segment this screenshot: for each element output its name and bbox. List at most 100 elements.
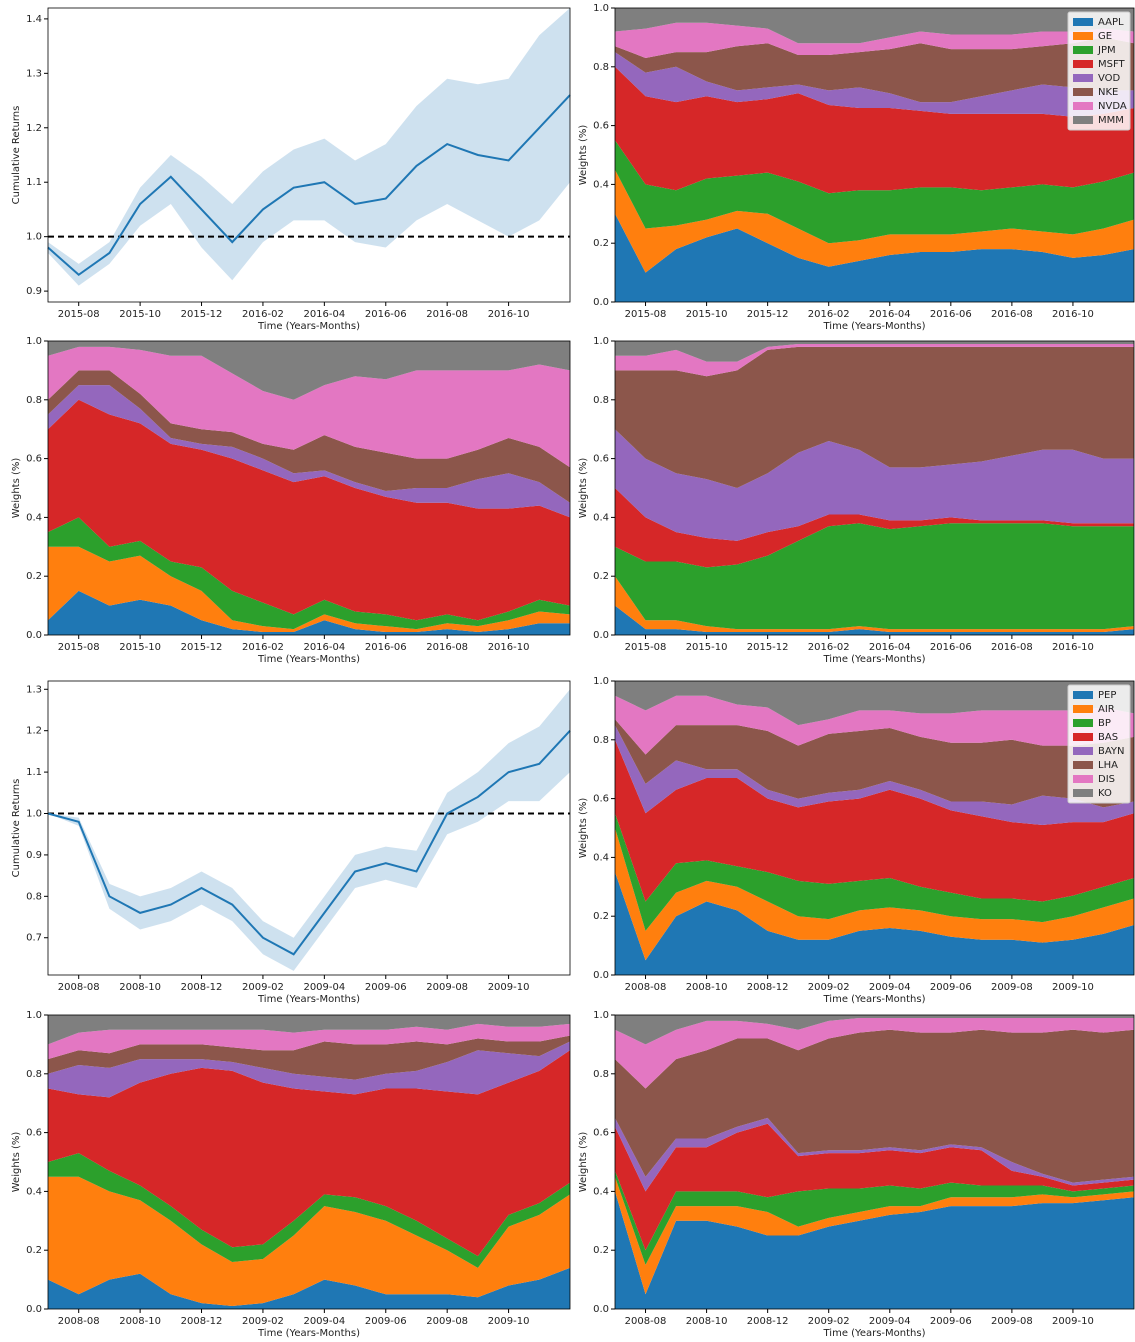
- area: [615, 8, 1134, 44]
- area: [48, 1023, 570, 1060]
- area: [615, 828, 1134, 961]
- area: [615, 1117, 1134, 1192]
- legend-swatch: [1073, 691, 1093, 699]
- x-tick-label: 2016-08: [426, 642, 468, 653]
- x-tick-label: 2016-08: [991, 642, 1033, 653]
- legend-label: AIR: [1098, 704, 1115, 715]
- x-tick-label: 2016-02: [808, 309, 850, 320]
- y-tick-label: 0.2: [593, 238, 609, 249]
- x-tick-label: 2008-10: [686, 1316, 728, 1327]
- y-tick-label: 1.0: [593, 676, 609, 687]
- legend-label: PEP: [1098, 690, 1116, 701]
- area: [48, 1015, 570, 1045]
- area: [48, 1050, 570, 1257]
- y-tick-label: 1.0: [26, 1010, 42, 1021]
- legend-label: MSFT: [1098, 59, 1126, 70]
- legend-label: VOD: [1098, 73, 1121, 84]
- confidence-band: [48, 8, 570, 286]
- y-tick-label: 0.4: [593, 512, 609, 523]
- y-axis-label: Cumulative Returns: [11, 779, 22, 878]
- x-axis-label: Time (Years-Months): [257, 1328, 360, 1339]
- x-tick-label: 2008-12: [747, 982, 789, 993]
- area: [48, 341, 570, 400]
- x-tick-label: 2008-12: [747, 1316, 789, 1327]
- x-tick-label: 2015-12: [181, 642, 223, 653]
- x-tick-label: 2016-04: [303, 309, 345, 320]
- legend-label: BP: [1098, 718, 1111, 729]
- x-tick-label: 2008-12: [181, 982, 223, 993]
- y-axis-label: Weights (%): [11, 458, 22, 519]
- x-tick-label: 2008-10: [686, 982, 728, 993]
- panel: 0.0 0.2 0.4 0.6 0.8 1.0 2015-08 2015-10 2015-12 2…: [11, 336, 571, 665]
- area: [615, 1123, 1134, 1251]
- y-tick-label: 1.0: [26, 232, 42, 243]
- x-tick-label: 2009-02: [242, 982, 284, 993]
- x-tick-label: 2009-10: [488, 1316, 530, 1327]
- x-tick-label: 2008-10: [119, 982, 161, 993]
- legend-box: [1067, 11, 1131, 131]
- area: [615, 213, 1134, 302]
- legend: AAPL GE JPM MSFT VOD NKE NVDA MMM: [1067, 11, 1131, 131]
- y-tick-label: 0.2: [593, 911, 609, 922]
- area: [615, 739, 1134, 902]
- area: [48, 385, 570, 518]
- line: [47, 94, 571, 277]
- y-tick-label: 0.9: [26, 286, 42, 297]
- area: [615, 52, 1134, 117]
- y-tick-label: 0.4: [26, 1186, 42, 1197]
- x-tick-label: 2008-12: [181, 1316, 223, 1327]
- x-tick-label: 2016-02: [808, 642, 850, 653]
- y-tick-label: 0.6: [593, 794, 609, 805]
- x-tick-label: 2009-06: [365, 982, 407, 993]
- area: [615, 872, 1134, 975]
- y-tick-label: 0.6: [26, 454, 42, 465]
- legend-label: JPM: [1097, 45, 1116, 56]
- y-tick-label: 1.4: [26, 14, 42, 25]
- confidence-band: [48, 689, 570, 971]
- panel: 0.0 0.2 0.4 0.6 0.8 1.0 2008-08 2008-10 2008-12 2…: [578, 1010, 1135, 1339]
- x-tick-label: 2009-08: [426, 1316, 468, 1327]
- x-tick-label: 2008-08: [625, 1316, 667, 1327]
- plot-frame: [47, 1014, 571, 1310]
- area: [615, 1029, 1134, 1183]
- area: [615, 725, 1134, 826]
- y-tick-label: 1.2: [26, 123, 42, 134]
- x-tick-label: 2009-04: [303, 982, 345, 993]
- y-tick-label: 1.0: [593, 336, 609, 347]
- x-tick-label: 2009-08: [426, 982, 468, 993]
- legend-label: MMM: [1098, 115, 1124, 126]
- x-tick-label: 2009-06: [930, 1316, 972, 1327]
- legend-swatch: [1073, 789, 1093, 797]
- x-axis-label: Time (Years-Months): [823, 321, 926, 332]
- y-tick-label: 0.4: [593, 1186, 609, 1197]
- y-tick-label: 1.1: [26, 177, 42, 188]
- x-tick-label: 2009-02: [242, 1316, 284, 1327]
- x-tick-label: 2008-08: [58, 982, 100, 993]
- y-tick-label: 0.0: [593, 630, 609, 641]
- y-tick-label: 0.8: [593, 1069, 609, 1080]
- x-axis-label: Time (Years-Months): [257, 321, 360, 332]
- y-tick-label: 1.1: [26, 767, 42, 778]
- x-tick-label: 2009-02: [808, 982, 850, 993]
- y-axis-label: Weights (%): [578, 1132, 589, 1193]
- x-tick-label: 2015-10: [686, 309, 728, 320]
- legend-swatch: [1073, 88, 1093, 96]
- area: [615, 429, 1134, 541]
- y-tick-label: 0.8: [26, 891, 42, 902]
- area: [615, 1191, 1134, 1309]
- x-tick-label: 2016-10: [1052, 642, 1094, 653]
- x-tick-label: 2009-02: [808, 1316, 850, 1327]
- x-tick-label: 2016-06: [930, 642, 972, 653]
- legend-swatch: [1073, 747, 1093, 755]
- y-tick-label: 1.0: [26, 809, 42, 820]
- legend-swatch: [1073, 102, 1093, 110]
- area: [615, 341, 1134, 362]
- x-tick-label: 2016-06: [365, 309, 407, 320]
- x-tick-label: 2009-04: [869, 1316, 911, 1327]
- y-tick-label: 1.3: [26, 684, 42, 695]
- plot-frame: [614, 7, 1135, 303]
- legend-swatch: [1073, 775, 1093, 783]
- panel: 0.0 0.2 0.4 0.6 0.8 1.0 2015-08 2015-10 2015-12 2…: [578, 3, 1135, 332]
- legend-swatch: [1073, 60, 1093, 68]
- y-tick-label: 0.0: [593, 970, 609, 981]
